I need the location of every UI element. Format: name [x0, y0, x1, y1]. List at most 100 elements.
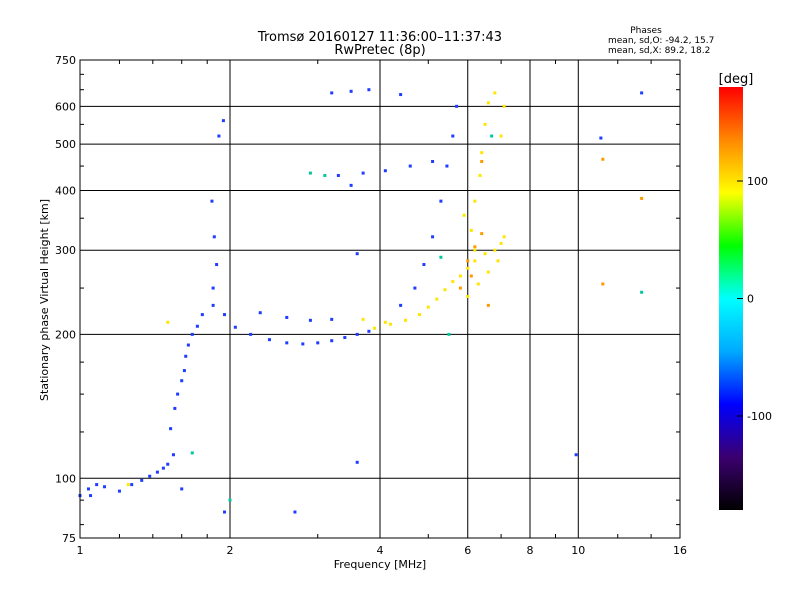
x-tick-label: 4	[377, 544, 384, 557]
y-axis-label: Stationary phase Virtual Height [km]	[38, 199, 51, 401]
data-point	[462, 213, 466, 217]
data-point	[217, 134, 221, 138]
data-point	[367, 329, 371, 333]
data-point	[171, 453, 175, 457]
data-point	[469, 274, 473, 278]
y-tick-label: 400	[55, 184, 76, 197]
x-tick-label: 2	[227, 544, 234, 557]
data-point	[86, 487, 90, 491]
data-point	[180, 379, 184, 383]
data-point	[210, 199, 214, 203]
data-point	[355, 332, 359, 336]
data-point	[233, 325, 237, 329]
data-point	[383, 169, 387, 173]
data-point	[599, 136, 603, 140]
data-point	[336, 173, 340, 177]
data-point	[480, 151, 484, 155]
data-point	[173, 406, 177, 410]
data-point	[493, 91, 497, 95]
data-point	[439, 255, 443, 259]
data-point	[486, 270, 490, 274]
data-point	[343, 336, 347, 340]
data-point	[182, 369, 186, 373]
data-point	[499, 241, 503, 245]
data-point	[447, 332, 451, 336]
data-point	[355, 252, 359, 256]
data-point	[443, 288, 447, 292]
data-point	[293, 510, 297, 514]
stats-o-line: mean, sd,O: -94.2, 15.7	[608, 36, 714, 46]
colorbar-ticks: 100 0 -100	[737, 175, 772, 423]
colorbar-tick-label: 100	[747, 175, 768, 188]
data-point	[640, 196, 644, 200]
data-point	[190, 332, 194, 336]
data-point	[349, 183, 353, 187]
colorbar-tick-label: 0	[747, 293, 754, 306]
data-point	[330, 317, 334, 321]
data-point	[451, 280, 455, 284]
x-tick-label: 6	[464, 544, 471, 557]
data-point	[316, 341, 320, 345]
data-point	[215, 263, 219, 267]
data-point	[483, 252, 487, 256]
stats-x-line: mean, sd,X: 89.2, 18.2	[608, 46, 710, 56]
data-point	[486, 101, 490, 105]
data-point	[186, 343, 190, 347]
data-point	[458, 274, 462, 278]
data-point	[148, 474, 152, 478]
y-tick-label: 300	[55, 244, 76, 257]
data-point	[439, 199, 443, 203]
data-point	[493, 248, 497, 252]
data-point	[389, 322, 393, 326]
data-point	[361, 317, 365, 321]
data-point	[640, 91, 644, 95]
stats-header: Phases	[630, 26, 662, 36]
data-point	[502, 235, 506, 239]
data-point	[330, 339, 334, 343]
data-point	[323, 173, 327, 177]
x-tick-label: 1	[77, 544, 84, 557]
data-point	[285, 341, 289, 345]
data-point	[95, 483, 99, 487]
data-point	[140, 478, 144, 482]
data-point	[308, 318, 312, 322]
data-point	[301, 342, 305, 346]
y-tick-label: 750	[55, 54, 76, 67]
data-points	[78, 88, 644, 514]
x-tick-label: 16	[673, 544, 687, 557]
data-point	[476, 282, 480, 286]
data-point	[117, 489, 121, 493]
data-point	[422, 263, 426, 267]
data-point	[155, 470, 159, 474]
data-point	[355, 460, 359, 464]
data-point	[223, 510, 227, 514]
data-point	[221, 119, 225, 123]
data-point	[473, 248, 477, 252]
y-tick-label: 100	[55, 472, 76, 485]
data-point	[361, 171, 365, 175]
data-point	[466, 295, 470, 299]
data-point	[435, 297, 439, 301]
data-point	[195, 324, 199, 328]
data-point	[480, 232, 484, 236]
data-point	[483, 122, 487, 126]
data-point	[445, 164, 449, 168]
data-point	[408, 164, 412, 168]
data-point	[473, 245, 477, 249]
data-point	[223, 313, 227, 317]
data-point	[126, 483, 130, 487]
data-point	[431, 159, 435, 163]
x-tick-label: 8	[527, 544, 534, 557]
data-point	[399, 93, 403, 97]
data-point	[601, 282, 605, 286]
data-point	[166, 462, 170, 466]
data-point	[130, 483, 134, 487]
colorbar-label: [deg]	[719, 72, 754, 87]
data-point	[103, 485, 107, 489]
data-point	[285, 315, 289, 319]
data-point	[451, 134, 455, 138]
data-point	[431, 235, 435, 239]
data-point	[267, 338, 271, 342]
data-point	[403, 318, 407, 322]
